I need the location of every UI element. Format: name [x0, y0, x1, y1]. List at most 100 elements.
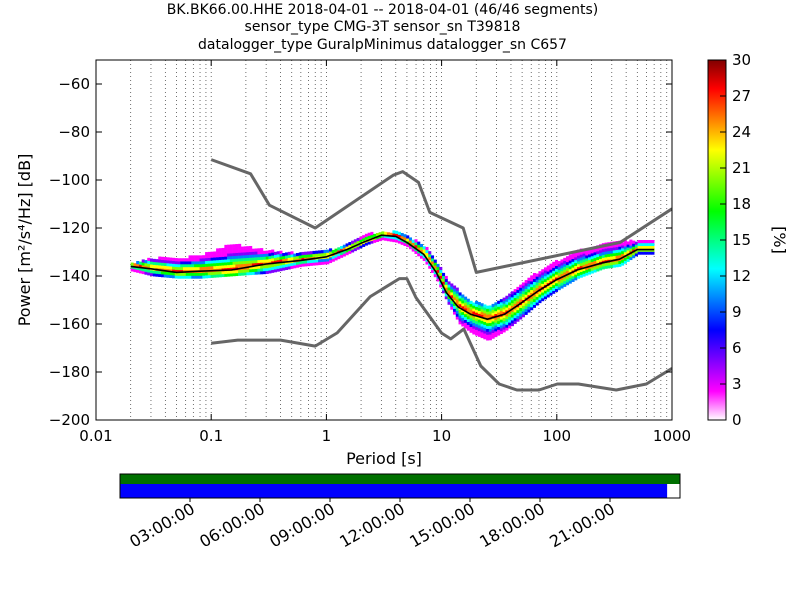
ppsd-cell: [530, 286, 534, 291]
ppsd-cell: [557, 286, 561, 291]
ppsd-cell: [560, 259, 564, 263]
ppsd-cell: [510, 294, 514, 298]
ppsd-cell: [342, 253, 346, 257]
ppsd-cell: [637, 240, 641, 244]
ppsd-cell: [494, 316, 498, 320]
ppsd-cell: [532, 284, 536, 288]
ppsd-cell: [229, 244, 233, 248]
ppsd-cell: [392, 238, 396, 243]
ppsd-cell: [235, 272, 239, 277]
ppsd-cell: [516, 292, 520, 296]
colorbar-tick-label: 6: [732, 339, 742, 357]
ppsd-cell: [221, 256, 225, 260]
ppsd-cell: [632, 252, 636, 256]
ppsd-cell: [133, 263, 137, 267]
ppsd-cell: [386, 238, 390, 242]
ppsd-cell: [458, 301, 462, 305]
ppsd-cell: [593, 266, 597, 270]
ppsd-cell: [519, 293, 523, 297]
ppsd-cell: [356, 240, 360, 244]
ppsd-cell: [541, 283, 545, 287]
ppsd-cell: [491, 306, 495, 310]
ppsd-cell: [524, 303, 528, 307]
ppsd-cell: [560, 262, 564, 266]
ppsd-cell: [260, 253, 264, 258]
ppsd-cell: [406, 244, 410, 248]
ppsd-cell: [155, 270, 159, 274]
ppsd-cell: [342, 244, 346, 248]
ppsd-cell: [601, 257, 605, 261]
ppsd-cell: [213, 260, 217, 264]
nhnm-curve: [210, 158, 672, 274]
ppsd-cell: [177, 258, 181, 262]
ppsd-cell: [458, 295, 462, 299]
ppsd-cell: [521, 302, 525, 306]
ppsd-cell: [254, 257, 258, 261]
ppsd-cell: [447, 287, 451, 291]
ppsd-cell: [469, 318, 473, 322]
ppsd-cell: [284, 263, 289, 268]
ppsd-cell: [149, 261, 154, 265]
ppsd-cell: [169, 271, 173, 276]
y-axis-label: Power [m²/s⁴/Hz] [dB]: [15, 154, 34, 327]
ppsd-cell: [160, 259, 165, 263]
ppsd-cell: [147, 257, 151, 262]
ppsd-cell: [494, 322, 498, 326]
ppsd-cell: [450, 294, 454, 299]
ppsd-cell: [268, 252, 272, 257]
ppsd-cell: [563, 260, 567, 264]
ppsd-cell: [367, 241, 371, 245]
ppsd-cell: [626, 250, 630, 254]
ppsd-cell: [417, 250, 421, 254]
ppsd-cell: [499, 304, 503, 309]
y-tick-label: −120: [49, 219, 90, 237]
ppsd-cell: [538, 274, 542, 278]
y-tick-label: −100: [49, 171, 90, 189]
time-tick-label: 09:00:00: [266, 499, 338, 551]
ppsd-cell: [475, 303, 479, 307]
ppsd-cell: [623, 257, 627, 261]
ppsd-cell: [229, 273, 233, 277]
ppsd-cell: [191, 264, 195, 268]
ppsd-cell: [610, 247, 614, 251]
ppsd-cell: [612, 264, 616, 268]
ppsd-cell: [612, 247, 616, 251]
ppsd-cell: [326, 261, 330, 265]
ppsd-cell: [199, 255, 203, 259]
ppsd-cell: [588, 251, 592, 255]
ppsd-cell: [488, 308, 492, 312]
ppsd-cell: [629, 245, 633, 249]
ppsd-cell: [513, 289, 517, 293]
ppsd-cell: [505, 301, 509, 305]
ppsd-cell: [188, 261, 192, 265]
ppsd-cell: [218, 253, 222, 258]
ppsd-cell: [524, 280, 528, 284]
ppsd-cell: [381, 237, 385, 241]
ppsd-cell: [238, 264, 242, 268]
ppsd-cell: [213, 257, 217, 261]
ppsd-cell: [188, 258, 192, 262]
ppsd-cell: [472, 319, 476, 323]
ppsd-cell: [464, 319, 468, 323]
ppsd-cell: [136, 269, 140, 273]
ppsd-cell: [205, 257, 209, 262]
ppsd-cell: [466, 327, 470, 331]
ppsd-cell: [612, 255, 616, 260]
ppsd-cell: [623, 260, 627, 264]
ppsd-cell: [243, 269, 247, 273]
ppsd-cell: [645, 245, 649, 249]
ppsd-cell: [238, 255, 242, 259]
ppsd-cell: [202, 260, 206, 265]
ppsd-cell: [422, 246, 426, 250]
ppsd-cell: [483, 324, 487, 328]
ppsd-cell: [461, 297, 465, 301]
ppsd-cell: [532, 275, 536, 280]
ppsd-cell: [477, 316, 481, 320]
ppsd-cell: [188, 255, 192, 259]
ppsd-cell: [202, 258, 206, 262]
ppsd-cell: [588, 268, 592, 272]
ppsd-cell: [304, 254, 308, 258]
ppsd-cell: [268, 250, 272, 254]
ppsd-cell: [497, 312, 501, 316]
ppsd-cell: [425, 255, 429, 259]
